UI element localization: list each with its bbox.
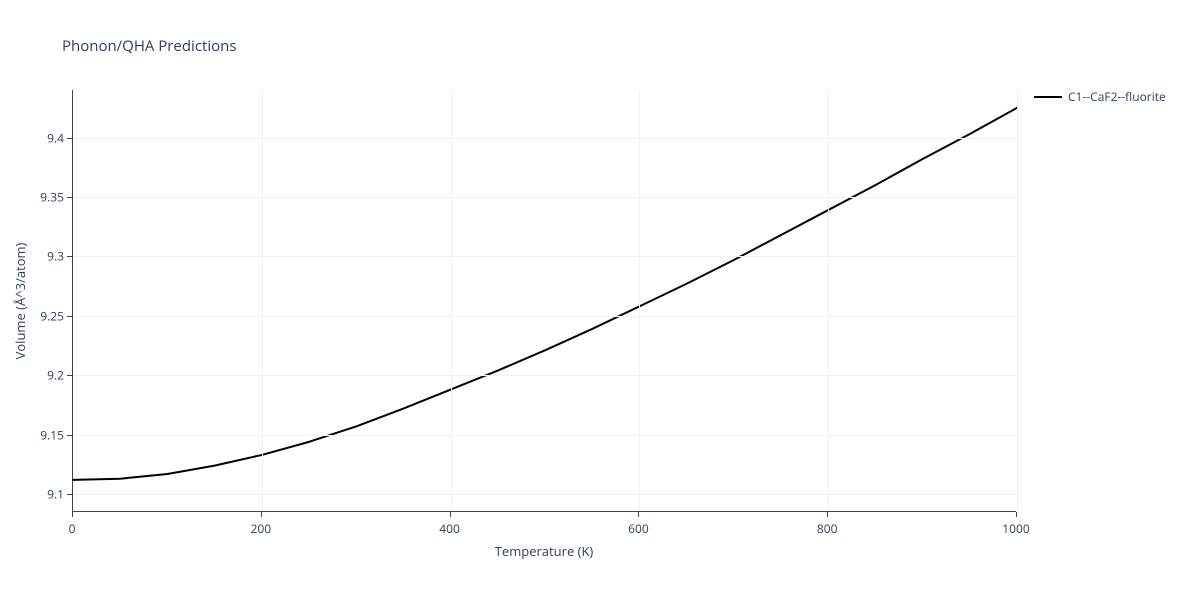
gridline-horizontal (73, 316, 1016, 317)
x-tick-label: 800 (817, 520, 838, 537)
x-tick-mark (72, 512, 73, 517)
gridline-horizontal (73, 494, 1016, 495)
y-tick-mark (67, 197, 72, 198)
gridline-vertical (262, 90, 263, 511)
y-tick-mark (67, 138, 72, 139)
x-tick-mark (261, 512, 262, 517)
chart-container: Phonon/QHA Predictions Temperature (K) V… (0, 0, 1200, 600)
x-tick-mark (638, 512, 639, 517)
y-tick-label: 9.1 (32, 486, 64, 503)
gridline-horizontal (73, 375, 1016, 376)
x-tick-label: 1000 (1002, 520, 1029, 537)
gridline-horizontal (73, 435, 1016, 436)
plot-area (72, 90, 1016, 512)
y-tick-label: 9.3 (32, 248, 64, 265)
gridline-vertical (639, 90, 640, 511)
x-tick-label: 600 (628, 520, 649, 537)
y-tick-label: 9.4 (32, 129, 64, 146)
y-tick-mark (67, 256, 72, 257)
line-series-svg (73, 90, 1017, 512)
x-tick-label: 400 (439, 520, 460, 537)
series-line (73, 108, 1017, 480)
gridline-horizontal (73, 138, 1016, 139)
y-axis-label: Volume (Å^3/atom) (11, 243, 29, 360)
y-tick-label: 9.25 (32, 307, 64, 324)
gridline-vertical (1017, 90, 1018, 511)
legend: C1--CaF2--fluorite (1034, 88, 1166, 105)
legend-item[interactable]: C1--CaF2--fluorite (1034, 88, 1166, 105)
y-tick-label: 9.2 (32, 367, 64, 384)
x-axis-label: Temperature (K) (495, 542, 594, 560)
y-tick-mark (67, 316, 72, 317)
y-tick-mark (67, 375, 72, 376)
gridline-vertical (451, 90, 452, 511)
x-tick-mark (827, 512, 828, 517)
x-tick-mark (1016, 512, 1017, 517)
gridline-horizontal (73, 197, 1016, 198)
y-tick-mark (67, 494, 72, 495)
y-tick-label: 9.35 (32, 188, 64, 205)
x-tick-label: 0 (69, 520, 76, 537)
gridline-horizontal (73, 256, 1016, 257)
x-tick-label: 200 (251, 520, 272, 537)
y-tick-label: 9.15 (32, 426, 64, 443)
legend-label: C1--CaF2--fluorite (1068, 88, 1166, 105)
y-tick-mark (67, 435, 72, 436)
gridline-vertical (828, 90, 829, 511)
chart-title: Phonon/QHA Predictions (62, 36, 237, 56)
x-tick-mark (450, 512, 451, 517)
legend-swatch (1034, 96, 1062, 98)
